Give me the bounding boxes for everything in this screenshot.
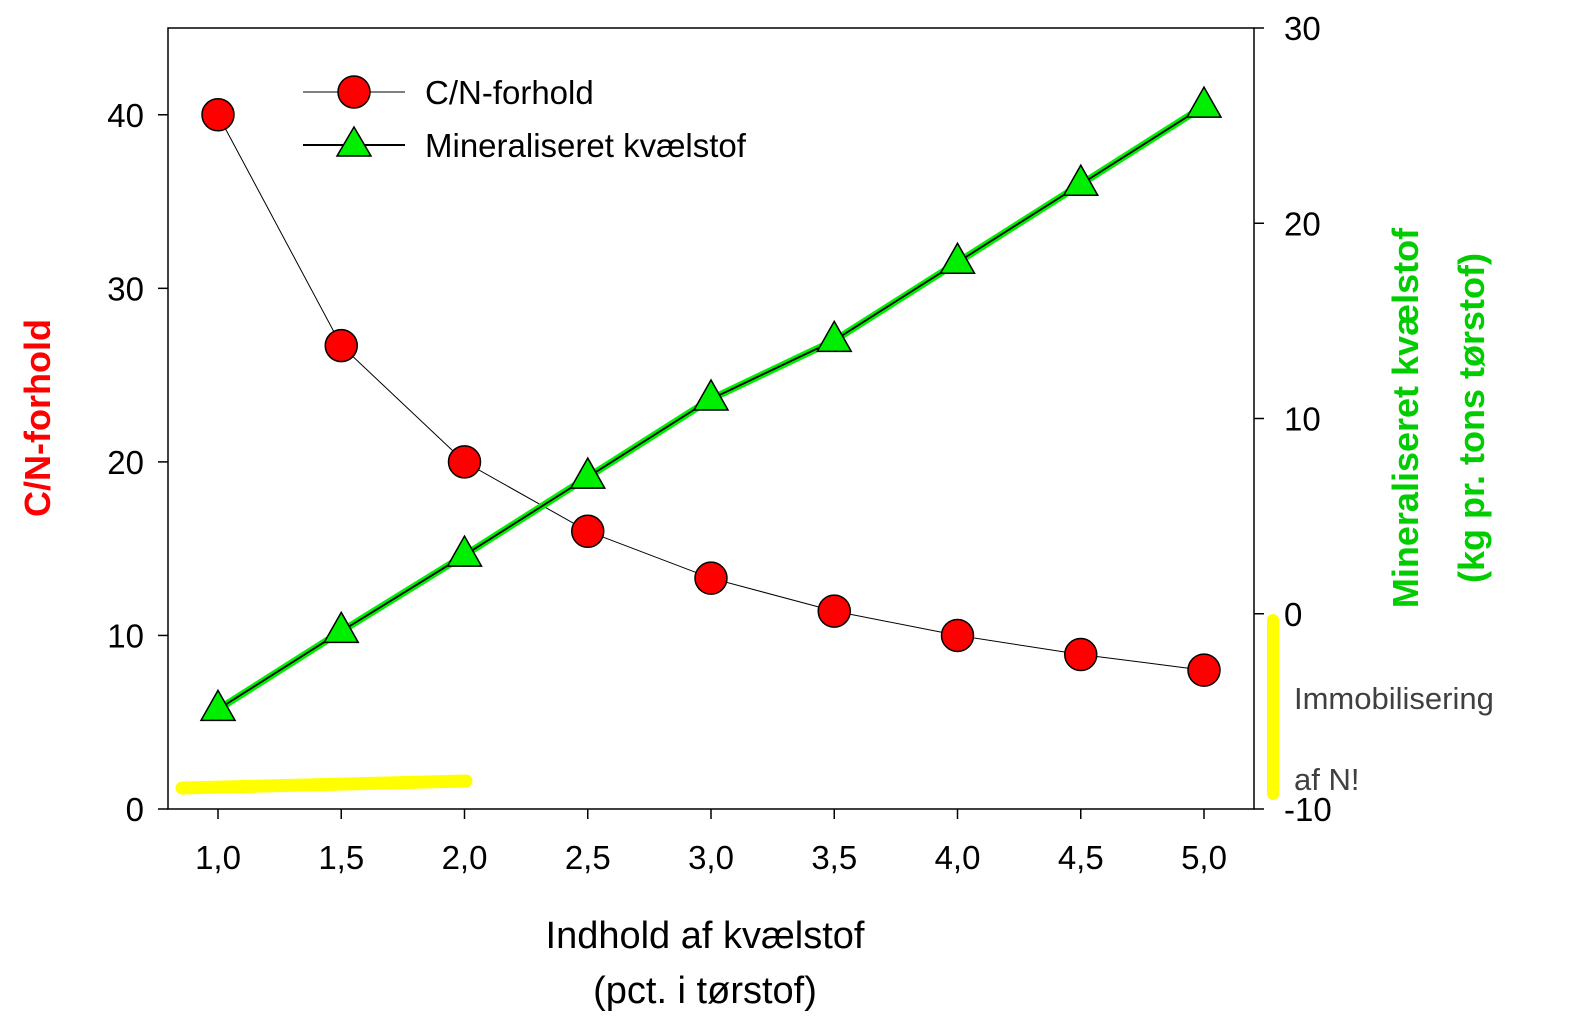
x-tick-label: 4,5 — [1058, 839, 1104, 876]
cn-point — [447, 445, 482, 479]
mineral-point — [1185, 85, 1223, 118]
y-right-tick-label: -10 — [1284, 791, 1332, 828]
mineral-point — [446, 534, 483, 567]
mineral-point — [569, 456, 607, 489]
mineral-point — [1062, 163, 1100, 196]
cn-point — [940, 618, 975, 653]
y-left-tick-label: 10 — [107, 617, 144, 654]
y-right-label-line1: Mineraliseret kvælstof — [1385, 227, 1426, 608]
mineral-point — [199, 688, 237, 722]
mineral-point — [939, 241, 976, 275]
cn-point — [201, 98, 235, 132]
y-right-tick-label: 0 — [1284, 596, 1302, 633]
x-tick-label: 3,5 — [811, 839, 857, 876]
cn-point — [571, 514, 605, 549]
y-right-label-line2: (kg pr. tons tørstof) — [1451, 253, 1492, 583]
x-axis-label-line2: (pct. i tørstof) — [593, 970, 817, 1012]
y-left-tick-label: 40 — [107, 97, 144, 134]
series — [199, 85, 1223, 722]
x-axis-label-line1: Indhold af kvælstof — [546, 915, 865, 957]
x-tick-label: 2,5 — [565, 839, 611, 876]
y-right-tick-label: 10 — [1284, 401, 1321, 438]
highlight-bottom-left — [175, 774, 473, 795]
y-right-tick-label: 30 — [1284, 10, 1321, 47]
x-tick-label: 3,0 — [688, 839, 734, 876]
x-tick-label: 1,5 — [318, 839, 364, 876]
annotation-line2: af N! — [1294, 762, 1359, 797]
cn-point — [694, 561, 728, 595]
legend-label-mineral: Mineraliseret kvælstof — [425, 127, 747, 164]
y-left-label: C/N-forhold — [17, 319, 58, 517]
mineral-point — [692, 378, 730, 411]
y-left-tick-label: 20 — [107, 444, 144, 481]
y-right-tick-label: 20 — [1284, 205, 1321, 242]
annotation-line1: Immobilisering — [1294, 681, 1494, 716]
cn-point — [817, 594, 851, 628]
highlights — [175, 614, 1279, 800]
mineral-point — [322, 610, 360, 644]
x-tick-label: 2,0 — [442, 839, 488, 876]
mineral-point — [815, 319, 853, 353]
y-left-tick-label: 0 — [126, 791, 144, 828]
cn-point — [324, 328, 358, 363]
x-tick-label: 4,0 — [935, 839, 981, 876]
legend-marker-mineral — [335, 125, 373, 157]
y-left-tick-label: 30 — [107, 270, 144, 307]
legend-marker-cn — [337, 75, 371, 109]
axes: 1,0 1,5 2,0 2,5 3,0 3,5 4,0 4,5 5,0 0 10 20 30 40 -10 0… — [107, 10, 1331, 876]
x-tick-label: 1,0 — [195, 839, 241, 876]
legend: C/N-forhold Mineraliseret kvælstof — [303, 74, 747, 164]
x-tick-label: 5,0 — [1181, 839, 1227, 876]
legend-label-cn: C/N-forhold — [425, 74, 594, 111]
cn-point — [1187, 653, 1221, 687]
cn-point — [1064, 637, 1098, 672]
